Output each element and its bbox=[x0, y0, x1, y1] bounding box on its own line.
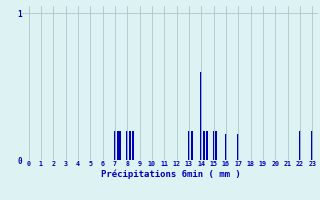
Bar bbox=[299, 131, 301, 160]
Bar bbox=[215, 131, 217, 160]
Bar bbox=[311, 131, 313, 160]
Bar bbox=[119, 131, 121, 160]
Bar bbox=[213, 131, 214, 160]
Bar bbox=[132, 131, 133, 160]
Bar bbox=[126, 131, 128, 160]
X-axis label: Précipitations 6min ( mm ): Précipitations 6min ( mm ) bbox=[100, 169, 240, 179]
Bar bbox=[129, 131, 131, 160]
Bar bbox=[114, 131, 116, 160]
Bar bbox=[117, 131, 118, 160]
Bar bbox=[188, 131, 190, 160]
Bar bbox=[191, 131, 193, 160]
Bar bbox=[203, 131, 205, 160]
Bar bbox=[206, 131, 208, 160]
Bar bbox=[237, 134, 239, 160]
Bar bbox=[225, 134, 227, 160]
Bar bbox=[200, 72, 202, 160]
